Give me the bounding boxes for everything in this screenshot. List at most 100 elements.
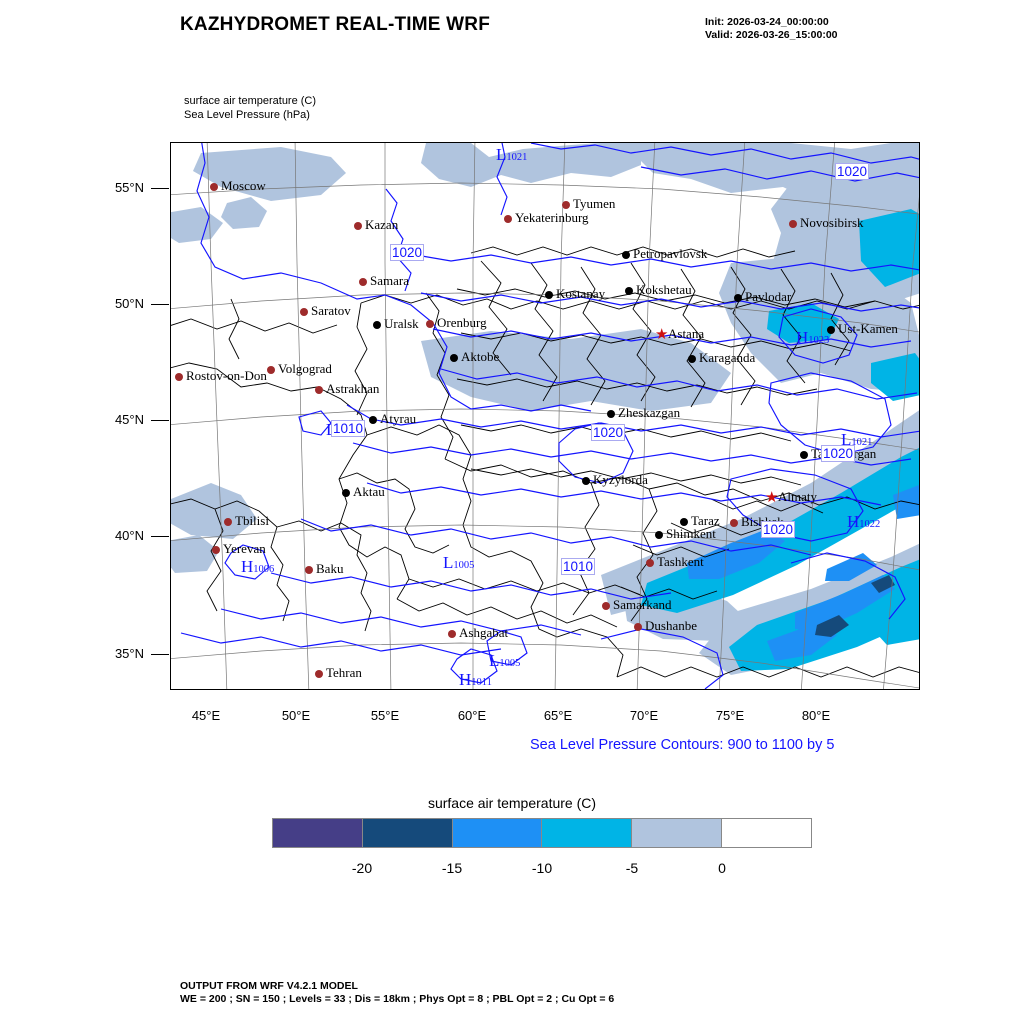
city-marker-dot [562,201,570,209]
latitude-tick-label: 40°N [114,528,144,543]
pressure-high-center: H1006 [241,557,274,577]
colorbar-segment[interactable] [362,819,453,847]
map-frame: Moscow Kazan Samara Saratov Volgograd Rostov-… [170,142,920,690]
colorbar[interactable] [272,818,812,848]
city-label: Aktobe [461,349,500,364]
pressure-low-center: L1021 [841,430,872,450]
pressure-high-center: H1023 [796,328,829,348]
city-marker-dot [646,559,654,567]
city-label: Tashkent [657,554,704,569]
city-label: Taraz [691,513,720,528]
city-marker-dot [545,291,553,299]
city-label: Tyumen [573,196,616,211]
city-marker-dot [300,308,308,316]
pressure-center-type: L [841,430,852,449]
city-marker-dot [800,451,808,459]
city-marker-dot [730,519,738,527]
city-marker-dot [582,477,590,485]
city-label: Atyrau [380,411,417,426]
city-label: Uralsk [384,316,419,331]
city-label: Astrakhan [326,381,380,396]
capital-star-icon: ★ [655,326,669,343]
colorbar-tick-label: -20 [351,860,373,876]
city-marker-dot [827,326,835,334]
field-labels: surface air temperature (C) Sea Level Pr… [184,94,316,122]
colorbar-segment[interactable] [273,819,363,847]
city-marker-dot [305,566,313,574]
pressure-high-center: H1022 [847,512,880,532]
contour-value-label: 1010 [331,420,366,437]
model-footer: OUTPUT FROM WRF V4.2.1 MODEL WE = 200 ; … [180,980,614,1006]
city-label: Samara [370,273,409,288]
latitude-tick-mark [151,536,169,538]
run-info: Init: 2026-03-24_00:00:00 Valid: 2026-03… [705,16,838,42]
city-label: Baku [316,561,344,576]
pressure-center-type: L [489,651,500,670]
city-marker-dot [175,373,183,381]
contour-value-label: 1020 [821,445,856,462]
map-container[interactable]: Moscow Kazan Samara Saratov Volgograd Rostov-… [115,142,920,723]
longitude-tick-label: 70°E [629,708,659,723]
colorbar-segment[interactable] [452,819,543,847]
city-marker-dot [426,320,434,328]
city-marker-dot [622,251,630,259]
capital-star-icon: ★ [765,489,779,506]
city-marker-dot [688,355,696,363]
contour-value-label: 1020 [390,244,425,261]
pressure-center-value: 1023 [808,335,830,346]
valid-time: Valid: 2026-03-26_15:00:00 [705,29,838,41]
city-marker-dot [315,386,323,394]
contour-value-label: 1020 [591,424,626,441]
colorbar-segment[interactable] [542,819,633,847]
pressure-low-center: L1005 [489,651,520,671]
init-time: Init: 2026-03-24_00:00:00 [705,16,829,28]
colorbar-segment[interactable] [632,819,723,847]
pressure-center-type: H [241,557,254,576]
city-marker-dot [210,183,218,191]
pressure-contour-layer [180,143,919,689]
city-label: Petropavlovsk [633,246,708,261]
latitude-tick-mark [151,654,169,656]
latitude-tick-mark [151,304,169,306]
longitude-tick-label: 60°E [457,708,487,723]
city-label: Volgograd [278,361,332,376]
country-borders-layer [171,246,919,678]
city-marker-dot [369,416,377,424]
city-label: Dushanbe [645,618,697,633]
longitude-tick-label: 75°E [715,708,745,723]
city-marker-dot [634,623,642,631]
pressure-center-value: 1011 [471,677,492,688]
pressure-center-value: 1006 [253,564,275,575]
city-marker-dot [680,518,688,526]
pressure-center-value: 1021 [851,437,873,448]
city-marker-dot [450,354,458,362]
colorbar-title: surface air temperature (C) [427,795,597,811]
city-marker-dot [734,294,742,302]
contour-legend: Sea Level Pressure Contours: 900 to 1100… [530,737,835,753]
latitude-tick-label: 35°N [114,646,144,661]
pressure-center-value: 1021 [506,152,528,163]
city-marker-dot [315,670,323,678]
city-marker-dot [504,215,512,223]
pressure-center-type: H [847,512,860,531]
pressure-low-center: L1021 [496,145,527,165]
latitude-tick-label: 55°N [114,180,144,195]
city-marker-dot [373,321,381,329]
longitude-tick-label: 45°E [191,708,221,723]
colorbar-segment[interactable] [722,819,811,847]
pressure-center-value: 1022 [859,519,881,530]
city-marker-dot [224,518,232,526]
city-marker-dot [789,220,797,228]
city-marker-dot [655,531,663,539]
colorbar-tick-label: -15 [441,860,463,876]
city-marker-dot [212,546,220,554]
city-label: Ust-Kamen [838,321,898,336]
city-label: Novosibirsk [800,215,864,230]
city-label: Samarkand [613,597,672,612]
field-label-temperature: surface air temperature (C) [184,95,317,107]
city-label: Pavlodar [745,289,792,304]
city-label: Rostov-on-Don [186,368,267,383]
city-label: Yekaterinburg [515,210,589,225]
city-label: Astana [668,326,705,341]
city-label: Moscow [221,178,266,193]
